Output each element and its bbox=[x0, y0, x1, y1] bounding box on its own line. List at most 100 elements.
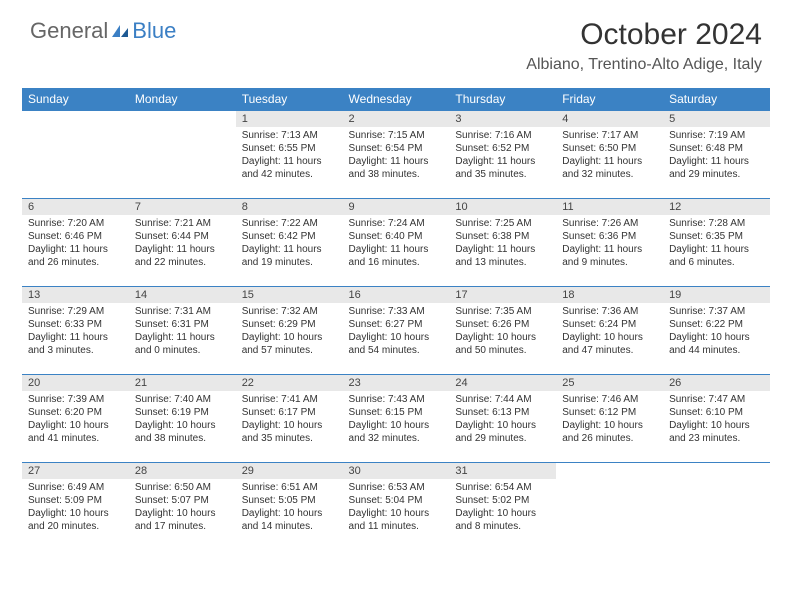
day-number: 29 bbox=[236, 463, 343, 479]
day-number: 23 bbox=[343, 375, 450, 391]
day-number: 10 bbox=[449, 199, 556, 215]
title-block: October 2024 Albiano, Trentino-Alto Adig… bbox=[526, 18, 762, 74]
day-number: 1 bbox=[236, 111, 343, 127]
calendar-week-row: 27Sunrise: 6:49 AMSunset: 5:09 PMDayligh… bbox=[22, 463, 770, 551]
calendar-day-cell: 23Sunrise: 7:43 AMSunset: 6:15 PMDayligh… bbox=[343, 375, 450, 463]
day-number: 5 bbox=[663, 111, 770, 127]
calendar-day-cell: 13Sunrise: 7:29 AMSunset: 6:33 PMDayligh… bbox=[22, 287, 129, 375]
day-details: Sunrise: 7:25 AMSunset: 6:38 PMDaylight:… bbox=[449, 215, 556, 273]
day-number: 7 bbox=[129, 199, 236, 215]
calendar-week-row: 1Sunrise: 7:13 AMSunset: 6:55 PMDaylight… bbox=[22, 111, 770, 199]
day-details: Sunrise: 7:29 AMSunset: 6:33 PMDaylight:… bbox=[22, 303, 129, 361]
day-number: 20 bbox=[22, 375, 129, 391]
calendar-week-row: 6Sunrise: 7:20 AMSunset: 6:46 PMDaylight… bbox=[22, 199, 770, 287]
calendar-day-cell: 15Sunrise: 7:32 AMSunset: 6:29 PMDayligh… bbox=[236, 287, 343, 375]
calendar-day-cell: 25Sunrise: 7:46 AMSunset: 6:12 PMDayligh… bbox=[556, 375, 663, 463]
location-text: Albiano, Trentino-Alto Adige, Italy bbox=[526, 56, 762, 74]
day-details: Sunrise: 7:26 AMSunset: 6:36 PMDaylight:… bbox=[556, 215, 663, 273]
day-details: Sunrise: 7:22 AMSunset: 6:42 PMDaylight:… bbox=[236, 215, 343, 273]
weekday-header: Monday bbox=[129, 88, 236, 111]
day-number: 22 bbox=[236, 375, 343, 391]
day-details: Sunrise: 6:51 AMSunset: 5:05 PMDaylight:… bbox=[236, 479, 343, 537]
day-number: 2 bbox=[343, 111, 450, 127]
day-number: 24 bbox=[449, 375, 556, 391]
logo: General Blue bbox=[30, 18, 176, 44]
weekday-header: Saturday bbox=[663, 88, 770, 111]
calendar-week-row: 13Sunrise: 7:29 AMSunset: 6:33 PMDayligh… bbox=[22, 287, 770, 375]
day-number: 25 bbox=[556, 375, 663, 391]
calendar-day-cell: 17Sunrise: 7:35 AMSunset: 6:26 PMDayligh… bbox=[449, 287, 556, 375]
day-number: 16 bbox=[343, 287, 450, 303]
day-number: 26 bbox=[663, 375, 770, 391]
calendar-table: SundayMondayTuesdayWednesdayThursdayFrid… bbox=[22, 88, 770, 551]
day-details: Sunrise: 7:33 AMSunset: 6:27 PMDaylight:… bbox=[343, 303, 450, 361]
calendar-empty-cell bbox=[556, 463, 663, 551]
calendar-day-cell: 2Sunrise: 7:15 AMSunset: 6:54 PMDaylight… bbox=[343, 111, 450, 199]
weekday-header: Sunday bbox=[22, 88, 129, 111]
day-details: Sunrise: 7:41 AMSunset: 6:17 PMDaylight:… bbox=[236, 391, 343, 449]
logo-sail-icon bbox=[110, 23, 130, 39]
weekday-header: Friday bbox=[556, 88, 663, 111]
day-number: 9 bbox=[343, 199, 450, 215]
calendar-day-cell: 28Sunrise: 6:50 AMSunset: 5:07 PMDayligh… bbox=[129, 463, 236, 551]
day-number: 19 bbox=[663, 287, 770, 303]
day-details: Sunrise: 7:46 AMSunset: 6:12 PMDaylight:… bbox=[556, 391, 663, 449]
logo-text-blue: Blue bbox=[132, 18, 176, 44]
calendar-empty-cell bbox=[129, 111, 236, 199]
calendar-day-cell: 31Sunrise: 6:54 AMSunset: 5:02 PMDayligh… bbox=[449, 463, 556, 551]
calendar-day-cell: 20Sunrise: 7:39 AMSunset: 6:20 PMDayligh… bbox=[22, 375, 129, 463]
calendar-empty-cell bbox=[22, 111, 129, 199]
calendar-day-cell: 12Sunrise: 7:28 AMSunset: 6:35 PMDayligh… bbox=[663, 199, 770, 287]
calendar-week-row: 20Sunrise: 7:39 AMSunset: 6:20 PMDayligh… bbox=[22, 375, 770, 463]
page-title: October 2024 bbox=[526, 18, 762, 52]
day-details: Sunrise: 7:35 AMSunset: 6:26 PMDaylight:… bbox=[449, 303, 556, 361]
day-details: Sunrise: 7:44 AMSunset: 6:13 PMDaylight:… bbox=[449, 391, 556, 449]
day-details: Sunrise: 7:20 AMSunset: 6:46 PMDaylight:… bbox=[22, 215, 129, 273]
day-number: 21 bbox=[129, 375, 236, 391]
day-details: Sunrise: 6:50 AMSunset: 5:07 PMDaylight:… bbox=[129, 479, 236, 537]
day-number: 4 bbox=[556, 111, 663, 127]
day-number: 14 bbox=[129, 287, 236, 303]
day-details: Sunrise: 7:39 AMSunset: 6:20 PMDaylight:… bbox=[22, 391, 129, 449]
calendar-day-cell: 14Sunrise: 7:31 AMSunset: 6:31 PMDayligh… bbox=[129, 287, 236, 375]
day-details: Sunrise: 7:24 AMSunset: 6:40 PMDaylight:… bbox=[343, 215, 450, 273]
calendar-day-cell: 5Sunrise: 7:19 AMSunset: 6:48 PMDaylight… bbox=[663, 111, 770, 199]
calendar-day-cell: 6Sunrise: 7:20 AMSunset: 6:46 PMDaylight… bbox=[22, 199, 129, 287]
calendar-day-cell: 30Sunrise: 6:53 AMSunset: 5:04 PMDayligh… bbox=[343, 463, 450, 551]
day-number: 18 bbox=[556, 287, 663, 303]
logo-text-general: General bbox=[30, 18, 108, 44]
day-details: Sunrise: 7:37 AMSunset: 6:22 PMDaylight:… bbox=[663, 303, 770, 361]
day-details: Sunrise: 7:21 AMSunset: 6:44 PMDaylight:… bbox=[129, 215, 236, 273]
day-number: 30 bbox=[343, 463, 450, 479]
day-details: Sunrise: 7:13 AMSunset: 6:55 PMDaylight:… bbox=[236, 127, 343, 185]
calendar-day-cell: 8Sunrise: 7:22 AMSunset: 6:42 PMDaylight… bbox=[236, 199, 343, 287]
day-number: 28 bbox=[129, 463, 236, 479]
calendar-day-cell: 22Sunrise: 7:41 AMSunset: 6:17 PMDayligh… bbox=[236, 375, 343, 463]
day-number: 6 bbox=[22, 199, 129, 215]
calendar-day-cell: 16Sunrise: 7:33 AMSunset: 6:27 PMDayligh… bbox=[343, 287, 450, 375]
calendar-day-cell: 27Sunrise: 6:49 AMSunset: 5:09 PMDayligh… bbox=[22, 463, 129, 551]
weekday-header: Tuesday bbox=[236, 88, 343, 111]
day-details: Sunrise: 7:15 AMSunset: 6:54 PMDaylight:… bbox=[343, 127, 450, 185]
day-number: 13 bbox=[22, 287, 129, 303]
calendar-day-cell: 29Sunrise: 6:51 AMSunset: 5:05 PMDayligh… bbox=[236, 463, 343, 551]
calendar-empty-cell bbox=[663, 463, 770, 551]
day-details: Sunrise: 7:40 AMSunset: 6:19 PMDaylight:… bbox=[129, 391, 236, 449]
day-details: Sunrise: 7:36 AMSunset: 6:24 PMDaylight:… bbox=[556, 303, 663, 361]
calendar-day-cell: 19Sunrise: 7:37 AMSunset: 6:22 PMDayligh… bbox=[663, 287, 770, 375]
weekday-header: Wednesday bbox=[343, 88, 450, 111]
day-details: Sunrise: 7:28 AMSunset: 6:35 PMDaylight:… bbox=[663, 215, 770, 273]
calendar-day-cell: 18Sunrise: 7:36 AMSunset: 6:24 PMDayligh… bbox=[556, 287, 663, 375]
calendar-day-cell: 21Sunrise: 7:40 AMSunset: 6:19 PMDayligh… bbox=[129, 375, 236, 463]
weekday-row: SundayMondayTuesdayWednesdayThursdayFrid… bbox=[22, 88, 770, 111]
day-details: Sunrise: 7:43 AMSunset: 6:15 PMDaylight:… bbox=[343, 391, 450, 449]
day-number: 27 bbox=[22, 463, 129, 479]
weekday-header: Thursday bbox=[449, 88, 556, 111]
day-number: 8 bbox=[236, 199, 343, 215]
calendar-day-cell: 10Sunrise: 7:25 AMSunset: 6:38 PMDayligh… bbox=[449, 199, 556, 287]
calendar-day-cell: 3Sunrise: 7:16 AMSunset: 6:52 PMDaylight… bbox=[449, 111, 556, 199]
calendar-day-cell: 7Sunrise: 7:21 AMSunset: 6:44 PMDaylight… bbox=[129, 199, 236, 287]
calendar-day-cell: 26Sunrise: 7:47 AMSunset: 6:10 PMDayligh… bbox=[663, 375, 770, 463]
day-number: 3 bbox=[449, 111, 556, 127]
calendar-head: SundayMondayTuesdayWednesdayThursdayFrid… bbox=[22, 88, 770, 111]
